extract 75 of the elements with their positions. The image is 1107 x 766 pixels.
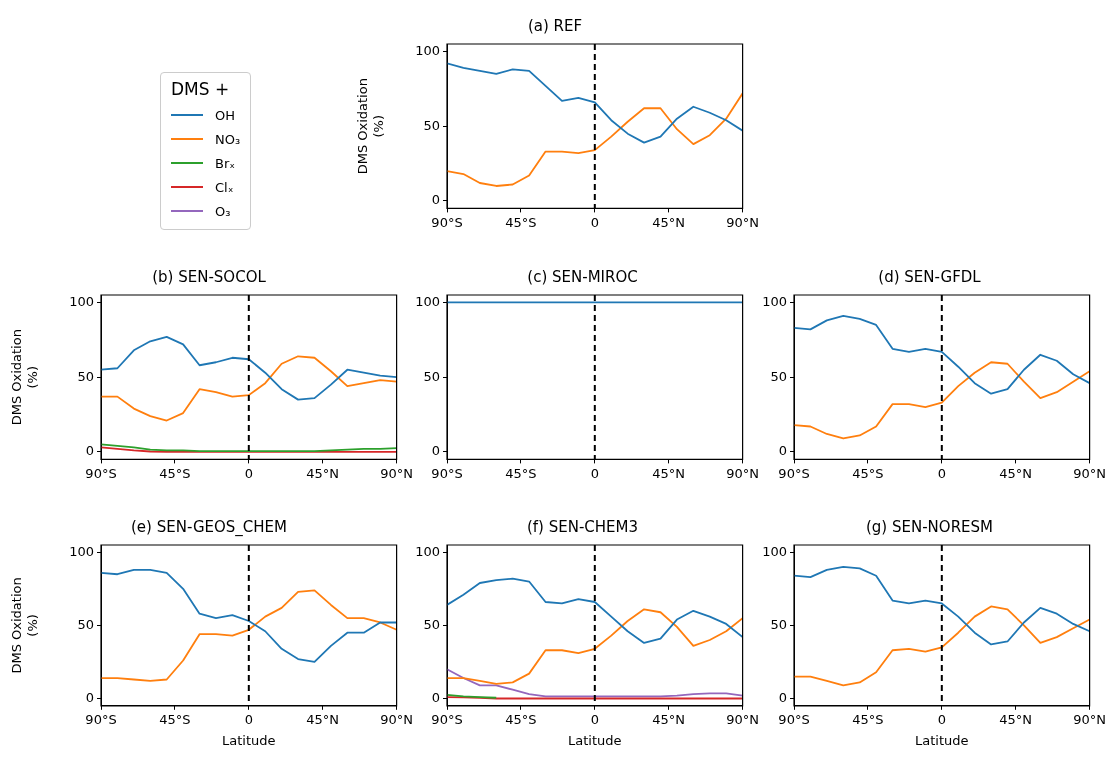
x-tick-label: 90°S: [85, 465, 117, 481]
x-tick-label: 90°N: [726, 214, 760, 230]
x-tick-label: 90°S: [431, 214, 463, 230]
y-tick-label: 100: [762, 543, 787, 559]
x-tick-label: 90°S: [431, 711, 463, 727]
y-tick-label: 100: [415, 42, 440, 58]
y-tick-label: 0: [778, 689, 787, 705]
x-tick-label: 90°S: [778, 465, 810, 481]
y-tick-label: 0: [431, 689, 440, 705]
x-tick-label: 0: [244, 465, 253, 481]
x-tick-label: 45°S: [505, 711, 537, 727]
legend-label: NO₃: [215, 131, 241, 147]
x-tick-label: 45°N: [306, 711, 340, 727]
y-tick-label: 50: [423, 616, 440, 632]
chart-title: (d) SEN-GFDL: [878, 267, 982, 286]
x-tick-label: 90°N: [380, 465, 414, 481]
x-tick-label: 45°N: [999, 465, 1033, 481]
x-tick-label: 0: [937, 465, 946, 481]
y-tick-label: 100: [415, 293, 440, 309]
y-tick-label: 50: [423, 368, 440, 384]
x-tick-label: 45°N: [306, 465, 340, 481]
x-axis-title: Latitude: [222, 732, 276, 748]
y-tick-label: 0: [431, 192, 440, 208]
x-tick-label: 45°S: [505, 214, 537, 230]
x-tick-label: 0: [244, 711, 253, 727]
legend-label: O₃: [215, 203, 231, 219]
y-tick-label: 50: [77, 368, 94, 384]
chart-title: (f) SEN-CHEM3: [526, 517, 639, 536]
legend-label: Brₓ: [215, 155, 236, 171]
chart-title: (c) SEN-MIROC: [527, 267, 638, 286]
y-tick-label: 0: [778, 443, 787, 459]
x-tick-label: 90°N: [380, 711, 414, 727]
x-tick-label: 90°N: [1073, 711, 1107, 727]
legend-title: DMS +: [171, 79, 231, 99]
x-axis-title: Latitude: [915, 732, 969, 748]
x-tick-label: 45°N: [652, 711, 686, 727]
x-tick-label: 90°N: [726, 711, 760, 727]
x-tick-label: 45°N: [999, 711, 1033, 727]
x-tick-label: 90°S: [778, 711, 810, 727]
chart-title: (b) SEN-SOCOL: [152, 267, 267, 286]
x-tick-label: 0: [937, 711, 946, 727]
x-tick-label: 45°S: [505, 465, 537, 481]
chart-title: (a) REF: [527, 16, 583, 35]
x-axis-title: Latitude: [568, 732, 622, 748]
x-tick-label: 0: [590, 465, 599, 481]
x-tick-label: 45°S: [852, 465, 884, 481]
x-tick-label: 90°S: [85, 711, 117, 727]
y-tick-label: 100: [69, 293, 94, 309]
x-tick-label: 0: [590, 711, 599, 727]
chart-title: (g) SEN-NORESM: [865, 517, 994, 536]
y-tick-label: 0: [85, 443, 94, 459]
legend-label: OH: [215, 107, 236, 123]
y-tick-label: 50: [77, 616, 94, 632]
y-tick-label: 0: [85, 689, 94, 705]
x-tick-label: 90°S: [431, 465, 463, 481]
legend-label: Clₓ: [215, 179, 234, 195]
x-tick-label: 45°S: [159, 711, 191, 727]
y-tick-label: 50: [770, 616, 787, 632]
x-tick-label: 45°N: [652, 214, 686, 230]
x-tick-label: 45°N: [652, 465, 686, 481]
x-tick-label: 0: [590, 214, 599, 230]
chart-title: (e) SEN-GEOS_CHEM: [131, 517, 287, 537]
y-tick-label: 100: [415, 543, 440, 559]
y-tick-label: 100: [762, 293, 787, 309]
y-tick-label: 0: [431, 443, 440, 459]
y-tick-label: 100: [69, 543, 94, 559]
y-tick-label: 50: [423, 117, 440, 133]
x-tick-label: 45°S: [852, 711, 884, 727]
y-axis-title: DMS Oxidation (%): [355, 78, 386, 175]
x-tick-label: 45°S: [159, 465, 191, 481]
y-axis-title: DMS Oxidation (%): [9, 329, 40, 426]
y-axis-title: DMS Oxidation (%): [9, 577, 40, 674]
x-tick-label: 90°N: [726, 465, 760, 481]
y-tick-label: 50: [770, 368, 787, 384]
x-tick-label: 90°N: [1073, 465, 1107, 481]
